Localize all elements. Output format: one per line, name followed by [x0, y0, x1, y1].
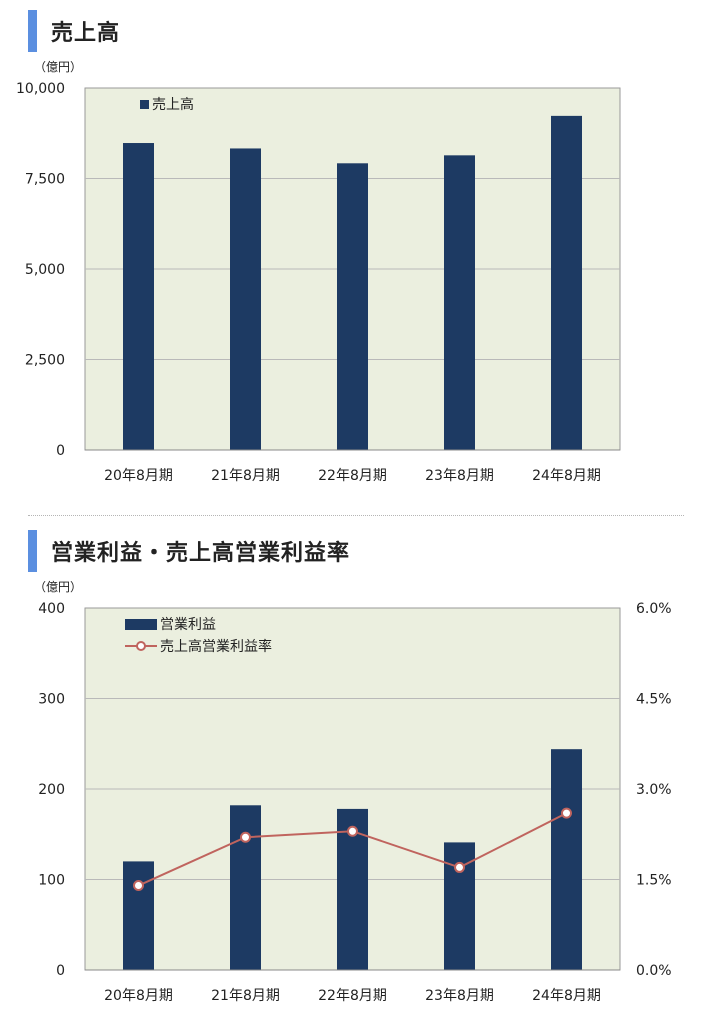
y-tick-label: 200: [38, 782, 65, 798]
x-tick-label: 20年8月期: [104, 988, 173, 1004]
bar: [230, 148, 261, 450]
y-tick-label: 400: [38, 601, 65, 617]
x-tick-label: 20年8月期: [104, 468, 173, 484]
sales-heading-text: 売上高: [51, 21, 121, 46]
unit-label: （億円）: [34, 580, 82, 594]
heading-accent-bar: [28, 530, 37, 572]
y-tick-label: 300: [38, 692, 65, 708]
legend-label: 売上高: [152, 96, 194, 113]
y2-tick-label: 1.5%: [636, 873, 672, 889]
operating-profit-heading-text: 営業利益・売上高営業利益率: [51, 541, 351, 566]
y-tick-label: 7,500: [25, 172, 65, 188]
section-divider: [28, 515, 684, 516]
bar: [123, 143, 154, 451]
y2-tick-label: 4.5%: [636, 692, 672, 708]
x-tick-label: 23年8月期: [425, 988, 494, 1004]
y-tick-label: 5,000: [25, 262, 65, 278]
y2-tick-label: 6.0%: [636, 601, 672, 617]
heading-accent-bar: [28, 10, 37, 52]
legend-swatch: [125, 619, 157, 630]
y-tick-label: 0: [56, 443, 65, 459]
x-tick-label: 21年8月期: [211, 468, 280, 484]
bar: [230, 805, 261, 970]
operating-profit-heading: 営業利益・売上高営業利益率: [28, 530, 350, 572]
y2-tick-label: 3.0%: [636, 782, 672, 798]
y-tick-label: 2,500: [25, 353, 65, 369]
bar: [123, 861, 154, 970]
sales-heading: 売上高: [28, 10, 120, 52]
y2-tick-label: 0.0%: [636, 963, 672, 979]
line-point: [454, 861, 465, 873]
bar: [551, 115, 582, 451]
bar: [444, 155, 475, 450]
y-tick-label: 0: [56, 963, 65, 979]
unit-label: （億円）: [34, 60, 82, 74]
line-point: [561, 807, 572, 819]
x-tick-label: 21年8月期: [211, 988, 280, 1004]
legend-label: 営業利益: [160, 617, 216, 633]
y-tick-label: 100: [38, 873, 65, 889]
x-tick-label: 22年8月期: [318, 988, 387, 1004]
operating-profit-chart: 0 100 200 300 400 （億円） 0.0% 1.5% 3.0% 4.5% 6.0% 20年…: [34, 580, 672, 1004]
x-tick-label: 23年8月期: [425, 468, 494, 484]
x-tick-label: 22年8月期: [318, 468, 387, 484]
sales-chart: 0 2,500 5,000 7,500 10,000 （億円） 20年8月期 21年8月期 22…: [16, 60, 621, 484]
legend-marker: [136, 641, 146, 651]
bar: [337, 163, 368, 450]
legend-swatch: [140, 100, 149, 109]
bar: [551, 749, 582, 970]
line-point: [133, 880, 144, 892]
line-point: [347, 825, 358, 837]
x-tick-label: 24年8月期: [532, 988, 601, 1004]
x-tick-label: 24年8月期: [532, 468, 601, 484]
line-point: [240, 831, 251, 843]
legend-label: 売上高営業利益率: [160, 638, 272, 655]
y-tick-label: 10,000: [16, 81, 65, 97]
